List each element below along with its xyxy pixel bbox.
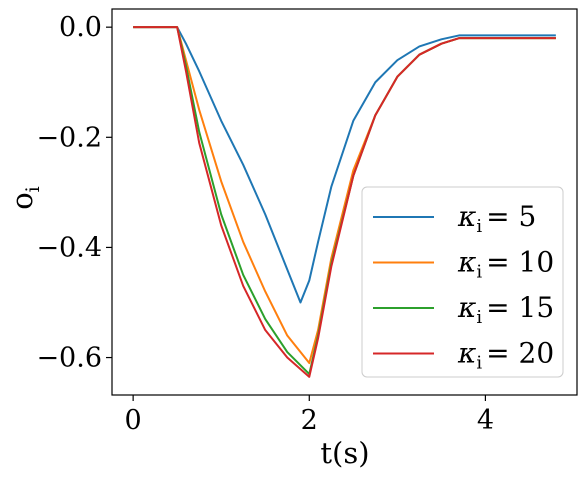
x-axis-label: t(s) — [320, 436, 369, 470]
x-tick-label: 0 — [125, 405, 142, 436]
legend-label-2: κi = 10 — [457, 246, 554, 283]
legend-value: = 5 — [486, 200, 536, 233]
legend-symbol: κ — [457, 337, 476, 370]
legend-subscript: i — [476, 307, 482, 328]
series-line-4 — [133, 26, 556, 378]
y-axis-ticks: 0.0 −0.2 −0.4 −0.6 — [36, 12, 112, 374]
y-axis-label: oi — [5, 186, 44, 210]
y-tick-label: −0.6 — [36, 343, 102, 374]
y-axis-label-subscript: i — [22, 186, 44, 192]
legend-subscript: i — [476, 216, 482, 237]
plot-lines — [133, 26, 556, 378]
x-tick-label: 2 — [301, 405, 318, 436]
legend-value: = 15 — [486, 291, 554, 324]
plot-frame — [111, 8, 578, 396]
legend-subscript: i — [476, 353, 482, 374]
legend-label-4: κi = 20 — [457, 337, 554, 374]
x-axis-ticks: 0 2 4 — [125, 395, 494, 436]
legend-value: = 10 — [486, 246, 554, 279]
legend-symbol: κ — [457, 291, 476, 324]
y-tick-label: −0.2 — [36, 122, 102, 153]
legend-symbol: κ — [457, 246, 476, 279]
legend-label-3: κi = 15 — [457, 291, 554, 328]
y-tick-label: 0.0 — [59, 12, 102, 43]
legend-label-1: κi = 5 — [457, 200, 536, 237]
series-line-1 — [133, 26, 556, 304]
y-tick-label: −0.4 — [36, 232, 102, 263]
y-axis-label-main: o — [5, 192, 39, 209]
legend-value: = 20 — [486, 337, 554, 370]
x-tick-label: 4 — [477, 405, 494, 436]
legend-symbol: κ — [457, 200, 476, 233]
legend-subscript: i — [476, 262, 482, 283]
legend-box — [361, 186, 564, 378]
